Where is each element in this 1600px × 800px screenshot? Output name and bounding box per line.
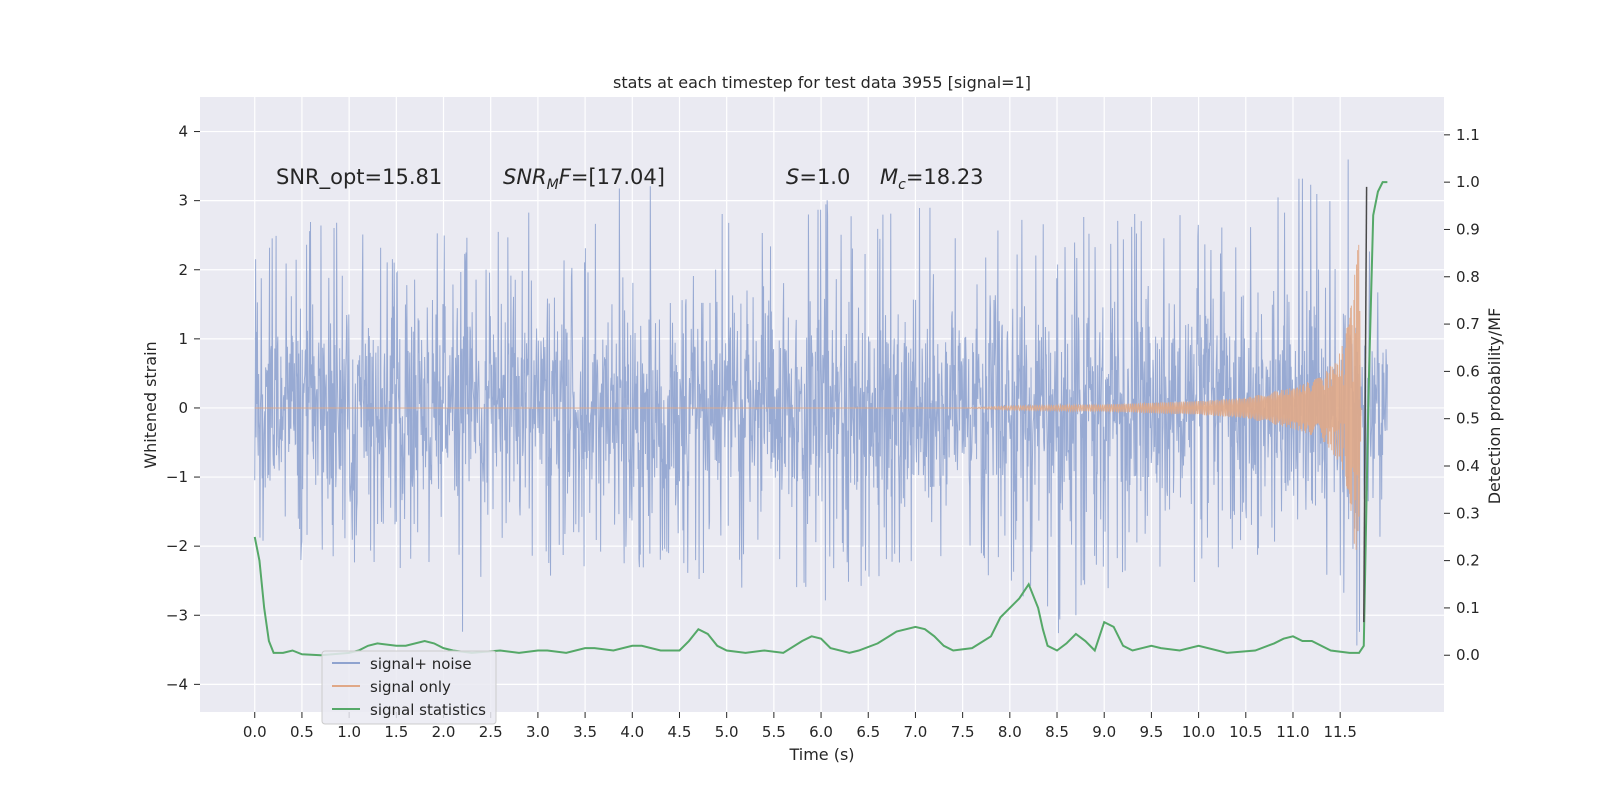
y-tick-label-6: −2	[166, 537, 188, 555]
legend-label-signal-statistics: signal statistics	[370, 701, 486, 719]
annotation-mc: Mc=18.23	[880, 165, 984, 193]
y2-tick-label-11: 0.0	[1456, 646, 1480, 664]
y-axis-right: 1.1 1.0 0.9 0.8 0.7 0.6 0.5 0.4 0.3 0.2 0.1 0.0	[1444, 126, 1480, 664]
x-tick-label-22: 11.0	[1276, 723, 1309, 741]
line-signal-statistics	[253, 181, 1388, 657]
annotation-s-value: =1.0	[799, 165, 850, 189]
y2-tick-label-5: 0.6	[1456, 362, 1480, 380]
x-tick-label-8: 4.0	[620, 723, 644, 741]
y2-tick-label-3: 0.8	[1456, 268, 1480, 286]
annotation-s-symbol: S	[786, 165, 799, 189]
x-tick-label-21: 10.5	[1229, 723, 1262, 741]
y-axis-left: 4 3 2 1 0 −1 −2 −3 −4	[166, 123, 200, 693]
x-tick-label-18: 9.0	[1092, 723, 1116, 741]
y-tick-label-8: −4	[166, 675, 188, 693]
y-tick-label-5: −1	[166, 468, 188, 486]
x-tick-label-0: 0.0	[243, 723, 267, 741]
annotation-s: S=1.0	[786, 165, 850, 189]
annotation-snr-mf-symbol: SNR	[503, 165, 547, 189]
y2-tick-label-0: 1.1	[1456, 126, 1480, 144]
x-tick-label-23: 11.5	[1323, 723, 1356, 741]
chart-title: stats at each timestep for test data 395…	[613, 73, 1031, 92]
x-tick-label-11: 5.5	[762, 723, 786, 741]
y-tick-label-7: −3	[166, 606, 188, 624]
x-axis-title: Time (s)	[788, 745, 854, 764]
x-tick-label-13: 6.5	[856, 723, 880, 741]
y-tick-label-2: 2	[178, 261, 188, 279]
y2-tick-label-7: 0.4	[1456, 457, 1480, 475]
x-tick-label-19: 9.5	[1139, 723, 1163, 741]
y2-tick-label-9: 0.2	[1456, 552, 1480, 570]
x-tick-label-4: 2.0	[432, 723, 456, 741]
y-axis-title: Whitened strain	[141, 341, 160, 468]
line-signal-noise	[254, 159, 1388, 646]
annotation-snr-opt: SNR_opt=15.81	[276, 165, 442, 190]
annotation-snr-mf-value: =[17.04]	[571, 165, 665, 189]
y2-tick-label-10: 0.1	[1456, 599, 1480, 617]
x-tick-label-20: 10.0	[1182, 723, 1215, 741]
legend-box	[321, 650, 497, 725]
annotation-mc-symbol: M	[880, 165, 898, 189]
legend-label-signal-only: signal only	[370, 678, 451, 696]
annotation-snr-mf-subscript: M	[547, 177, 559, 193]
x-tick-label-6: 3.0	[526, 723, 550, 741]
x-tick-label-17: 8.5	[1045, 723, 1069, 741]
series-signal-statistics	[253, 181, 1388, 657]
y2-tick-label-4: 0.7	[1456, 315, 1480, 333]
x-tick-label-1: 0.5	[290, 723, 314, 741]
annotation-mc-subscript: c	[898, 177, 906, 193]
x-tick-label-15: 7.5	[951, 723, 975, 741]
legend: signal+ noise signal only signal statist…	[321, 650, 497, 725]
merger-spike	[1363, 186, 1368, 623]
x-tick-label-3: 1.5	[384, 723, 408, 741]
y2-axis-title: Detection probability/MF	[1485, 308, 1504, 505]
annotation-mc-value: =18.23	[906, 165, 984, 189]
series-signal-noise	[254, 159, 1388, 646]
x-tick-label-16: 8.0	[998, 723, 1022, 741]
x-tick-label-10: 5.0	[715, 723, 739, 741]
series-signal-only	[254, 244, 1362, 550]
legend-label-signal-noise: signal+ noise	[370, 655, 472, 673]
y-tick-label-4: 0	[178, 399, 188, 417]
x-tick-label-9: 4.5	[668, 723, 692, 741]
y2-tick-label-2: 0.9	[1456, 220, 1480, 238]
merger-spike-line	[1363, 186, 1368, 623]
y-tick-label-1: 3	[178, 192, 188, 210]
y2-tick-label-8: 0.3	[1456, 504, 1480, 522]
line-signal-only	[254, 244, 1362, 550]
y-tick-label-0: 4	[178, 123, 188, 141]
x-tick-label-7: 3.5	[573, 723, 597, 741]
y-tick-label-3: 1	[178, 330, 188, 348]
y2-tick-label-1: 1.0	[1456, 173, 1480, 191]
y2-tick-label-6: 0.5	[1456, 410, 1480, 428]
x-tick-label-5: 2.5	[479, 723, 503, 741]
x-tick-label-12: 6.0	[809, 723, 833, 741]
x-tick-label-14: 7.0	[904, 723, 928, 741]
annotation-snr-mf-f: F	[559, 165, 572, 189]
x-tick-label-2: 1.0	[337, 723, 361, 741]
annotation-snr-mf: SNRMF=[17.04]	[503, 165, 665, 193]
x-axis: 0.0 0.5 1.0 1.5 2.0 2.5 3.0 3.5 4.0 4.5 5.0 5.5 6.0 6…	[243, 712, 1357, 741]
